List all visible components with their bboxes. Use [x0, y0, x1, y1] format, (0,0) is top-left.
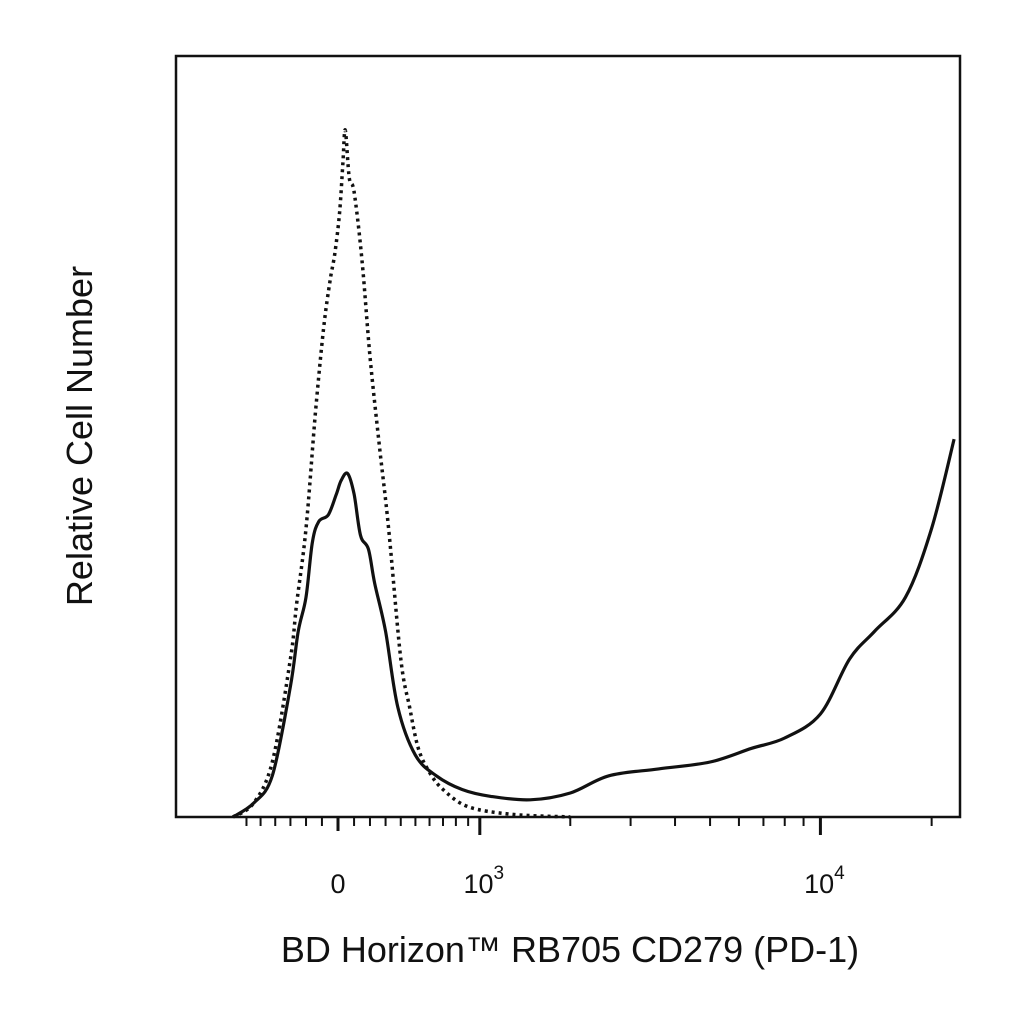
x-tick-label: 0 — [330, 869, 345, 899]
y-axis-label: Relative Cell Number — [59, 266, 100, 606]
x-tick-label: 104 — [804, 863, 845, 899]
x-axis-label: BD Horizon™ RB705 CD279 (PD-1) — [281, 929, 859, 970]
plot-frame — [174, 54, 962, 819]
x-axis-ticks — [245, 817, 933, 835]
series-group — [232, 128, 956, 819]
dashed-histogram-line — [232, 128, 571, 819]
x-tick-label: 103 — [464, 863, 505, 899]
x-axis-tick-labels: 0103104105 — [330, 863, 845, 899]
solid-histogram-line — [232, 438, 956, 819]
